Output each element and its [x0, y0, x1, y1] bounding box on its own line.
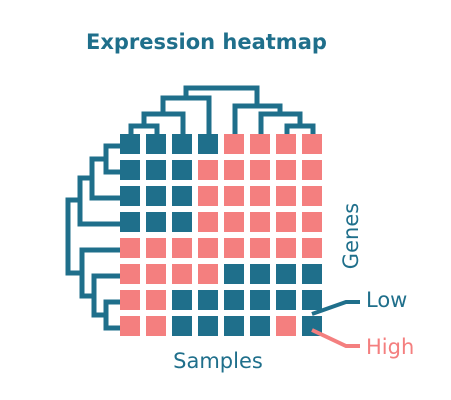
- heatmap-cell: [224, 290, 244, 310]
- y-axis-label: Genes: [339, 203, 363, 269]
- legend-low-connector: [311, 300, 360, 316]
- heatmap-cell: [198, 134, 218, 154]
- heatmap-cell: [276, 290, 296, 310]
- heatmap-cell: [172, 264, 192, 284]
- heatmap-cell: [224, 264, 244, 284]
- heatmap-cell: [224, 160, 244, 180]
- heatmap-cell: [276, 238, 296, 258]
- heatmap-cell: [146, 186, 166, 206]
- heatmap-cell: [250, 186, 270, 206]
- legend-low-label: Low: [366, 288, 407, 312]
- heatmap-cell: [120, 134, 140, 154]
- heatmap-cell: [172, 212, 192, 232]
- row-dendrogram: [65, 143, 123, 331]
- heatmap-cell: [146, 160, 166, 180]
- heatmap-cell: [172, 290, 192, 310]
- heatmap-cell: [276, 264, 296, 284]
- heatmap-cell: [276, 316, 296, 336]
- heatmap-cell: [120, 160, 140, 180]
- heatmap-cell: [302, 186, 322, 206]
- heatmap-cell: [172, 238, 192, 258]
- heatmap-cell: [146, 134, 166, 154]
- heatmap-cell: [276, 212, 296, 232]
- heatmap-cell: [276, 134, 296, 154]
- heatmap-cell: [172, 134, 192, 154]
- heatmap-cell: [224, 238, 244, 258]
- x-axis-label: Samples: [173, 349, 263, 373]
- legend-high-connector: [311, 328, 360, 348]
- heatmap-cell: [250, 160, 270, 180]
- heatmap-cell: [302, 212, 322, 232]
- heatmap-cell: [146, 238, 166, 258]
- heatmap-cell: [172, 316, 192, 336]
- heatmap-cell: [120, 264, 140, 284]
- heatmap-cell: [302, 290, 322, 310]
- heatmap-cell: [224, 212, 244, 232]
- heatmap-cell: [302, 264, 322, 284]
- heatmap-cell: [250, 134, 270, 154]
- heatmap-cell: [120, 238, 140, 258]
- heatmap-cell: [146, 316, 166, 336]
- heatmap-cell: [120, 316, 140, 336]
- legend-high-label: High: [366, 335, 414, 359]
- heatmap-cell: [198, 212, 218, 232]
- heatmap-cell: [302, 238, 322, 258]
- heatmap-cell: [146, 290, 166, 310]
- heatmap-cell: [302, 134, 322, 154]
- heatmap-cell: [224, 186, 244, 206]
- heatmap-cell: [250, 238, 270, 258]
- heatmap-cell: [250, 290, 270, 310]
- heatmap-cell: [146, 212, 166, 232]
- heatmap-cell: [302, 160, 322, 180]
- heatmap-matrix: [120, 134, 322, 336]
- heatmap-cell: [250, 212, 270, 232]
- heatmap-cell: [120, 212, 140, 232]
- heatmap-cell: [120, 290, 140, 310]
- heatmap-cell: [120, 186, 140, 206]
- heatmap-cell: [198, 238, 218, 258]
- figure-title: Expression heatmap: [86, 30, 327, 54]
- heatmap-cell: [172, 186, 192, 206]
- heatmap-cell: [250, 264, 270, 284]
- column-dendrogram: [128, 85, 316, 145]
- heatmap-cell: [172, 160, 192, 180]
- heatmap-cell: [198, 290, 218, 310]
- heatmap-cell: [146, 264, 166, 284]
- heatmap-cell: [276, 186, 296, 206]
- heatmap-cell: [198, 160, 218, 180]
- heatmap-cell: [198, 186, 218, 206]
- heatmap-cell: [250, 316, 270, 336]
- heatmap-cell: [224, 316, 244, 336]
- heatmap-cell: [276, 160, 296, 180]
- heatmap-cell: [198, 264, 218, 284]
- heatmap-cell: [198, 316, 218, 336]
- heatmap-cell: [224, 134, 244, 154]
